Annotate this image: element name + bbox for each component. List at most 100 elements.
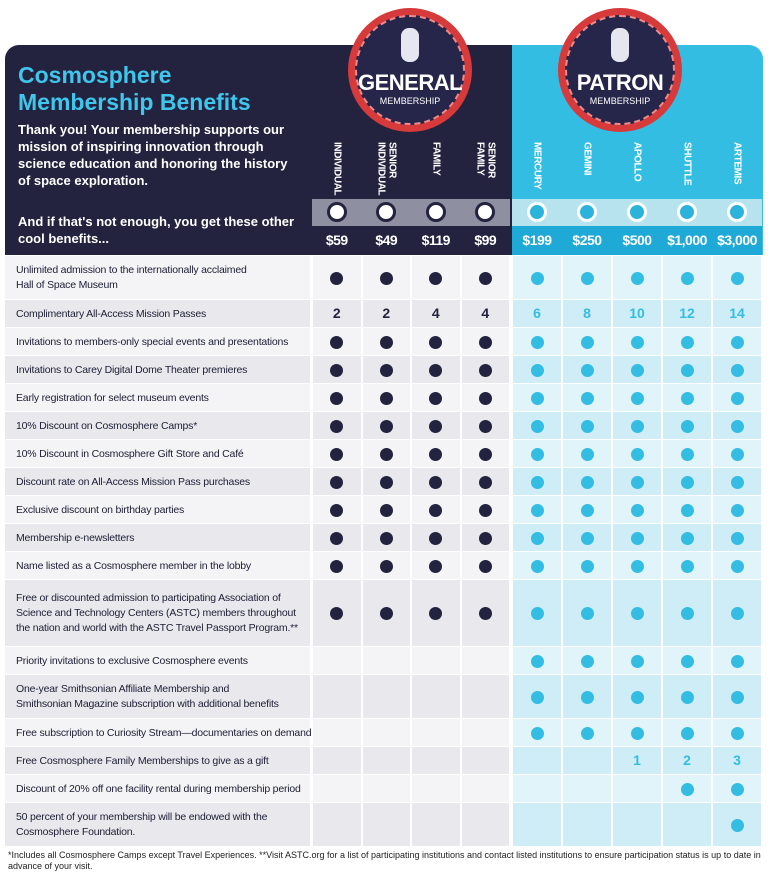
included-dot [429,335,443,349]
cell-count: 10 [629,305,645,321]
row-label-line: Free subscription to Curiosity Stream—do… [16,726,312,739]
cell [362,803,410,846]
included-dot [330,391,344,405]
tier-name: ARTEMIS [716,142,758,200]
tier-name: GEMINI [566,142,608,200]
row-label-bg [5,647,310,674]
tier-icon [527,202,547,222]
included-dot [429,607,443,620]
cell [362,775,410,802]
row-label-line: Priority invitations to exclusive Cosmos… [16,654,248,667]
cell [563,747,611,774]
row-label-bg [5,440,310,467]
cell [713,300,761,327]
included-dot [379,419,393,433]
cell [412,803,460,846]
row-label-bg [5,803,310,846]
included-dot [530,391,544,405]
row-label-bg [5,747,310,774]
included-dot [630,363,644,377]
row-label-bg [5,719,310,746]
row-label: Name listed as a Cosmosphere member in t… [16,559,308,574]
price: $49 [361,226,411,255]
included-dot [330,447,344,461]
cell [613,747,661,774]
included-dot [680,503,694,517]
cell [412,675,460,718]
included-dot [630,419,644,433]
row-label-bg [5,300,310,327]
row-label: Discount of 20% off one facility rental … [16,782,308,797]
group-subtitle: MEMBERSHIP [379,96,441,106]
row-label-bg [5,384,310,411]
included-dot [680,654,694,668]
included-dot [680,363,694,377]
cell [412,300,460,327]
included-dot [478,503,492,517]
included-dot [379,271,393,285]
tier-icon [326,202,347,222]
included-dot [379,447,393,461]
included-dot [530,654,544,668]
included-dot [630,335,644,349]
cell-count: 4 [481,305,490,321]
row-label-bg [5,356,310,383]
astronaut-icon [401,28,419,62]
included-dot [630,654,644,668]
row-label: One-year Smithsonian Affiliate Membershi… [16,682,308,712]
tier-name-text: ARTEMIS [731,142,743,185]
group-name: PATRON [576,70,664,95]
tier-name-text: SHUTTLE [681,142,693,186]
cell-count: 8 [583,305,591,321]
included-dot [330,607,344,620]
included-dot [580,654,594,668]
included-dot [330,363,344,377]
price: $250 [562,226,612,255]
included-dot [630,690,644,704]
included-dot [630,391,644,405]
cell-count: 12 [679,305,695,321]
included-dot [580,447,594,461]
cell [412,747,460,774]
row-label: Free or discounted admission to particip… [16,591,308,636]
row-label-bg [5,496,310,523]
row-label: 10% Discount in Cosmosphere Gift Store a… [16,447,308,462]
included-dot [478,607,492,620]
included-dot [730,363,744,377]
row-label: Unlimited admission to the international… [16,263,308,293]
row-label-line: Invitations to Carey Digital Dome Theate… [16,363,248,376]
row-label-line: 50 percent of your membership will be en… [16,811,268,823]
cell-count: 2 [382,305,391,321]
included-dot [730,271,744,285]
group-name: GENERAL [357,70,463,95]
included-dot [379,363,393,377]
price: $1,000 [662,226,712,255]
included-dot [478,363,492,377]
tier-name: SHUTTLE [666,142,708,200]
intro: Thank you! Your membership supports our … [18,122,288,188]
tier-name-text: APOLLO [631,142,643,182]
cell [563,803,611,846]
included-dot [330,559,344,573]
included-dot [730,475,744,489]
tier-icon [475,202,496,222]
row-label: Free Cosmosphere Family Memberships to g… [16,754,308,769]
cell [362,647,410,674]
included-dot [530,690,544,704]
included-dot [680,335,694,349]
included-dot [379,391,393,405]
row-label-line: Membership e-newsletters [16,531,135,544]
included-dot [379,335,393,349]
included-dot [379,531,393,545]
included-dot [730,531,744,545]
cell-count: 6 [533,305,541,321]
included-dot [530,419,544,433]
price: $500 [612,226,662,255]
title-line: Cosmosphere [18,62,172,88]
cell [461,647,509,674]
included-dot [580,419,594,433]
price: $3,000 [712,226,762,255]
included-dot [630,475,644,489]
tier-icon [376,202,397,222]
included-dot [429,363,443,377]
